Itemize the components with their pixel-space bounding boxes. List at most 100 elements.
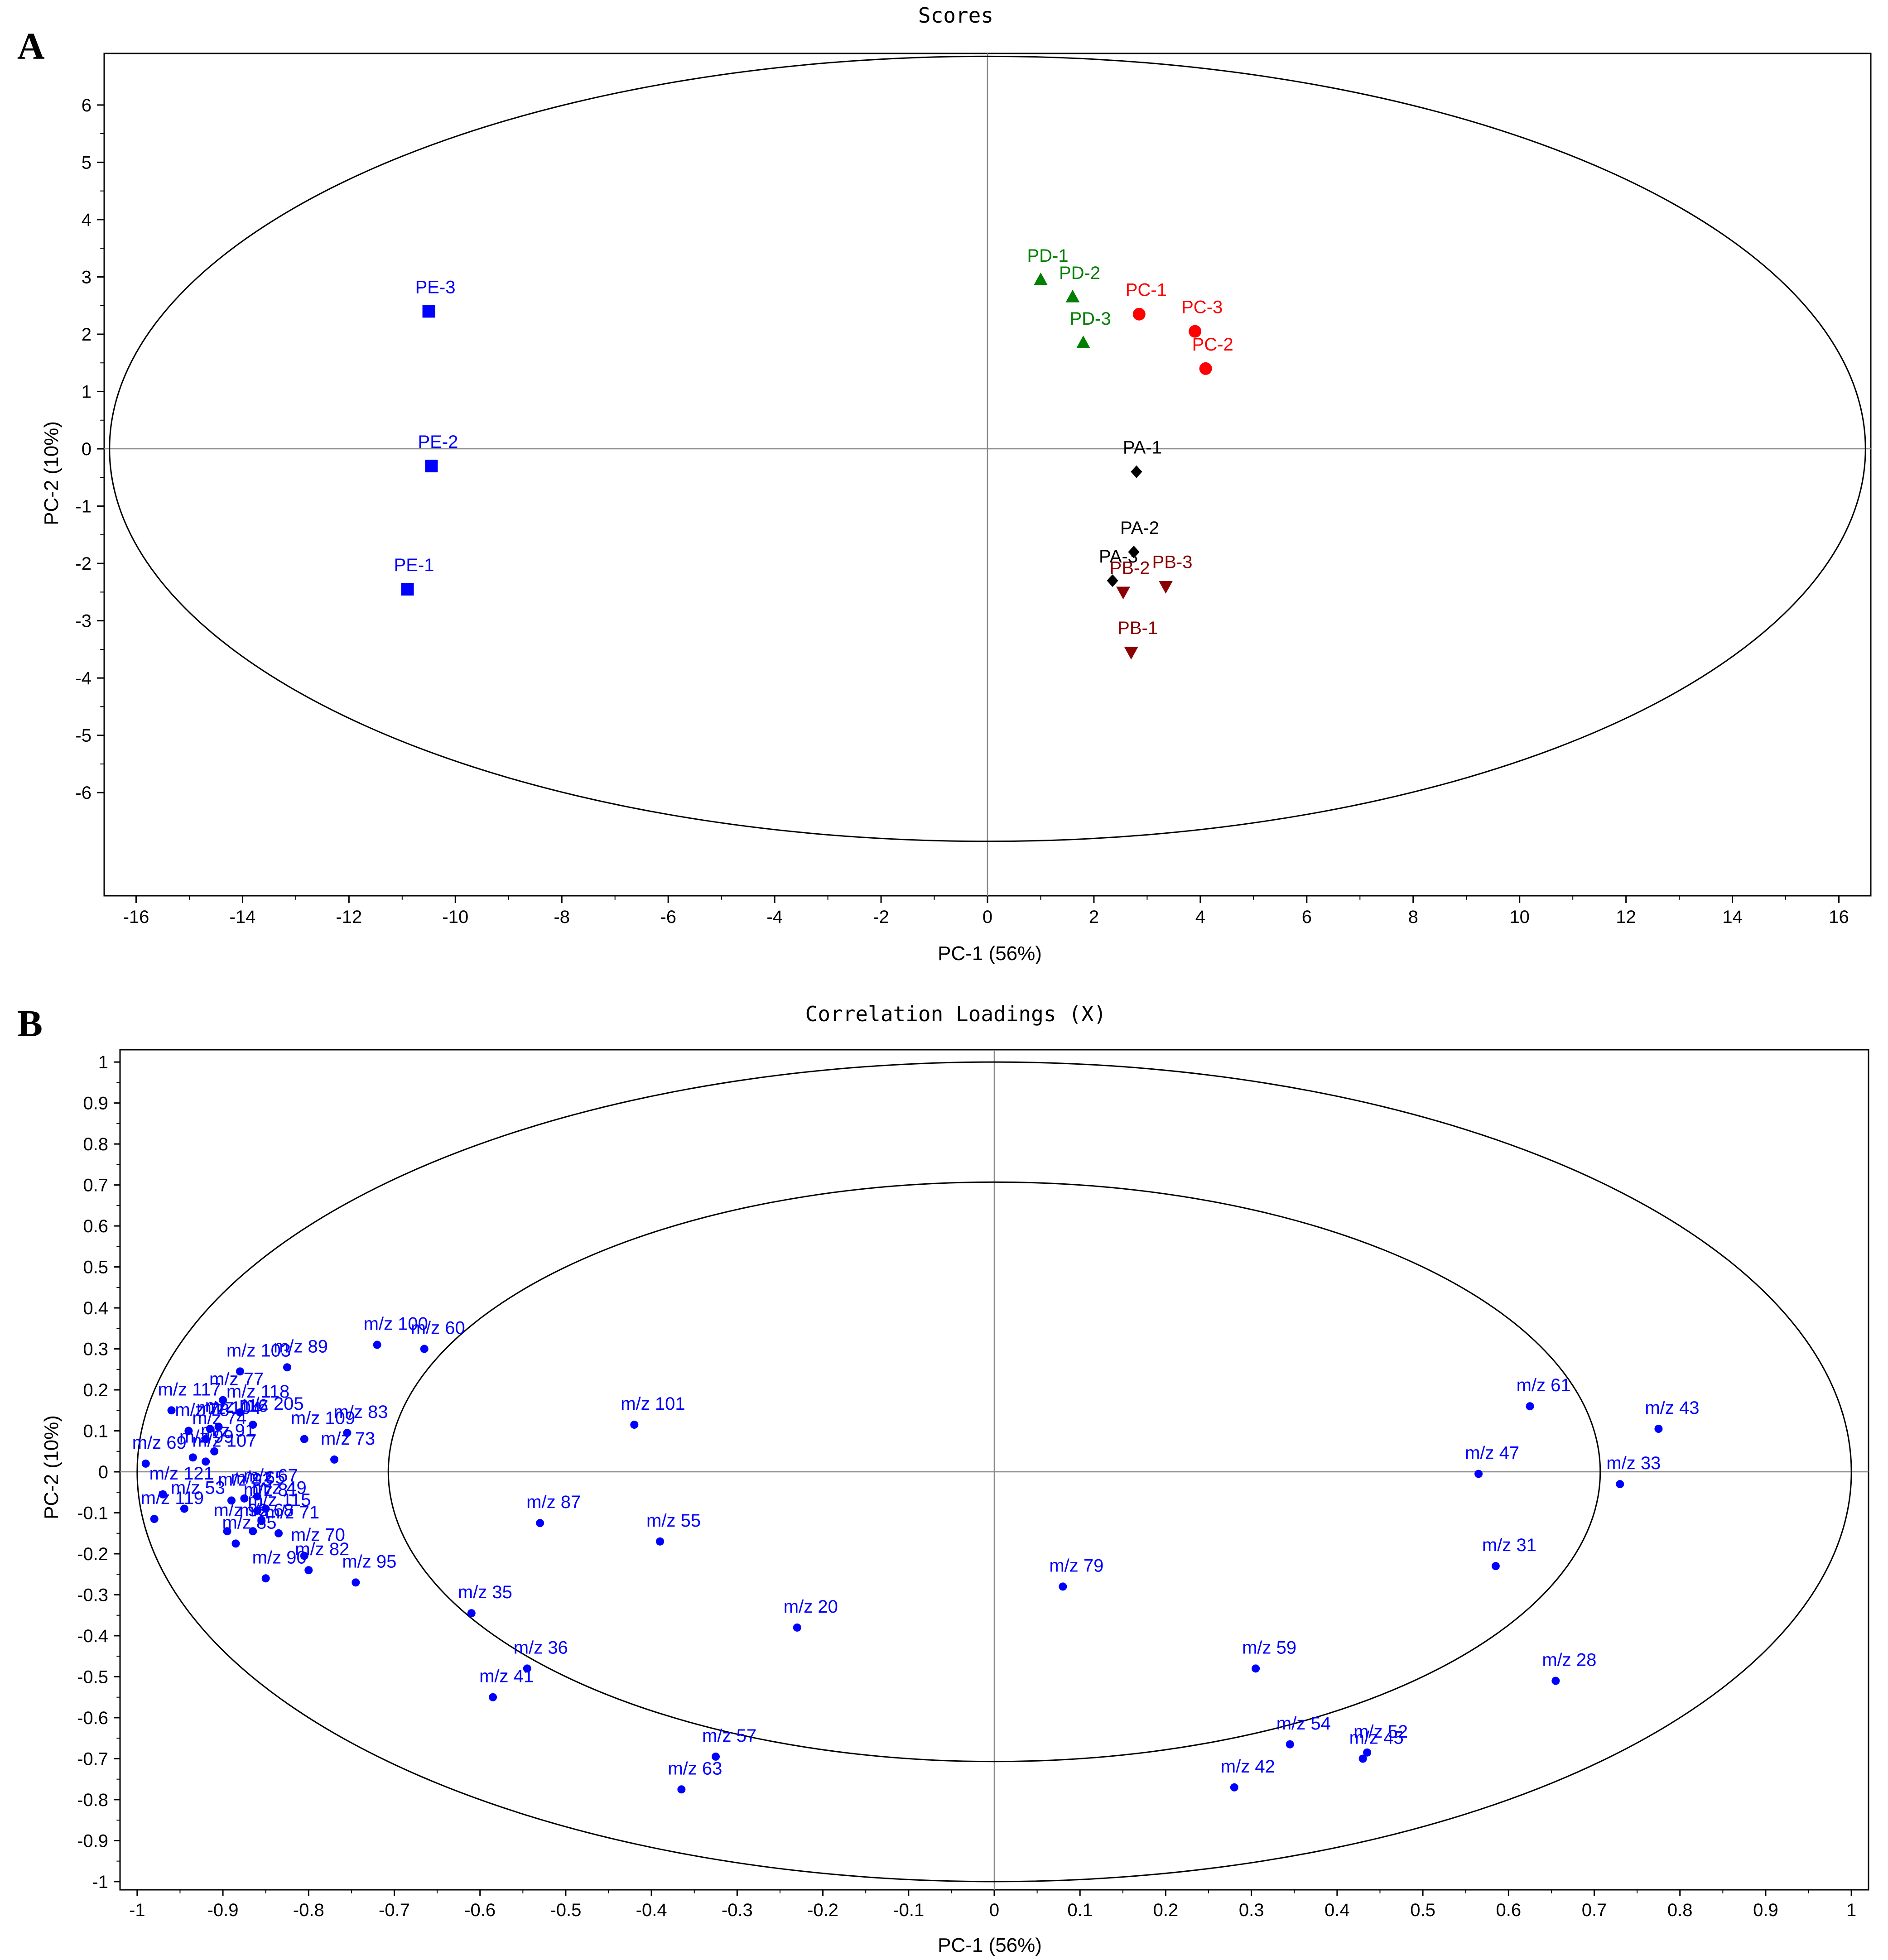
loadings-point-m-z-49-label: m/z 49 <box>252 1478 307 1498</box>
loadings-point-m-z-104-label: m/z 104 <box>197 1398 261 1418</box>
loadings-x-tick-label: -1 <box>129 1900 145 1920</box>
loadings-point-m-z-61 <box>1526 1402 1534 1411</box>
loadings-point-m-z-20 <box>793 1623 801 1632</box>
loadings-point-m-z-71 <box>275 1529 283 1537</box>
scores-x-tick-label: 10 <box>1509 907 1530 927</box>
loadings-point-m-z-42-label: m/z 42 <box>1221 1757 1275 1777</box>
loadings-y-tick-label: 0.6 <box>83 1216 108 1236</box>
loadings-point-m-z-81 <box>253 1506 261 1515</box>
scores-x-tick-label: -6 <box>660 907 676 927</box>
scores-x-tick-label: -14 <box>230 907 256 927</box>
loadings-point-m-z-49 <box>261 1504 270 1513</box>
loadings-point-m-z-79 <box>1059 1582 1067 1591</box>
scores-point-pd-3-label: PD-3 <box>1069 309 1111 329</box>
scores-point-pa-1-label: PA-1 <box>1123 438 1162 458</box>
loadings-y-tick-label: -0.1 <box>77 1504 108 1523</box>
loadings-point-m-z-95-label: m/z 95 <box>342 1552 396 1571</box>
loadings-point-m-z-28 <box>1551 1677 1560 1685</box>
loadings-point-m-z-41 <box>489 1693 497 1701</box>
loadings-point-m-z-77-label: m/z 77 <box>209 1369 264 1389</box>
loadings-point-m-z-67-label: m/z 67 <box>244 1465 298 1485</box>
scores-x-axis-label: PC-1 (56%) <box>938 942 1042 965</box>
loadings-point-m-z-87 <box>536 1519 544 1528</box>
scores-point-pb-2-label: PB-2 <box>1110 558 1150 578</box>
loadings-point-m-z-47 <box>1474 1470 1483 1478</box>
loadings-point-m-z-78 <box>184 1427 193 1435</box>
loadings-point-m-z-83-label: m/z 83 <box>333 1402 388 1422</box>
scores-x-tick-label: 0 <box>983 907 992 927</box>
loadings-point-m-z-119 <box>150 1515 159 1523</box>
loadings-point-m-z-121-label: m/z 121 <box>149 1464 214 1484</box>
loadings-point-m-z-89 <box>283 1363 291 1372</box>
scores-point-pa-2 <box>1128 545 1140 558</box>
panel-letter-b: B <box>17 1003 43 1045</box>
loadings-point-m-z-103 <box>236 1367 244 1376</box>
loadings-point-m-z-52-label: m/z 52 <box>1353 1722 1408 1742</box>
loadings-x-tick-label: 0.8 <box>1667 1900 1693 1920</box>
scores-x-tick-label: -12 <box>336 907 362 927</box>
loadings-point-m-z-90-label: m/z 90 <box>252 1547 307 1567</box>
loadings-point-m-z-95 <box>352 1578 360 1587</box>
scores-y-tick-label: 6 <box>82 96 92 115</box>
loadings-x-tick-label: 0.4 <box>1324 1900 1350 1920</box>
loadings-point-m-z-70-label: m/z 70 <box>291 1525 345 1545</box>
scores-y-tick-label: 5 <box>82 153 92 173</box>
scores-x-tick-label: -16 <box>123 907 149 927</box>
scores-point-pb-2 <box>1116 586 1130 600</box>
scores-point-pc-1 <box>1132 307 1146 321</box>
scores-point-pe-3-label: PE-3 <box>415 277 456 297</box>
loadings-x-tick-label: -0.9 <box>207 1900 239 1920</box>
loadings-x-tick-label: 0.9 <box>1753 1900 1778 1920</box>
scores-x-tick-label: 8 <box>1408 907 1418 927</box>
scores-point-pc-2-label: PC-2 <box>1192 335 1233 355</box>
loadings-point-m-z-83 <box>343 1429 352 1437</box>
loadings-point-m-z-116 <box>214 1422 223 1431</box>
loadings-y-tick-label: -1 <box>92 1872 108 1892</box>
loadings-point-m-z-117 <box>167 1406 176 1415</box>
loadings-y-tick-label: -0.8 <box>77 1790 108 1810</box>
loadings-point-m-z-118 <box>236 1408 244 1417</box>
loadings-point-m-z-85 <box>231 1539 240 1548</box>
loadings-point-m-z-79-label: m/z 79 <box>1049 1556 1103 1576</box>
loadings-point-m-z-57-label: m/z 57 <box>702 1726 756 1746</box>
loadings-y-axis-label: PC-2 (10%) <box>40 1415 63 1519</box>
scores-point-pd-1 <box>1034 272 1048 285</box>
loadings-point-m-z-117-label: m/z 117 <box>158 1379 221 1399</box>
loadings-point-m-z-115-label: m/z 115 <box>248 1490 311 1510</box>
loadings-point-m-z-205-label: m/z 205 <box>239 1394 303 1414</box>
loadings-point-m-z-98 <box>223 1527 231 1536</box>
loadings-x-tick-label: 0.2 <box>1153 1900 1179 1920</box>
loadings-point-m-z-101-label: m/z 101 <box>621 1394 685 1414</box>
scores-point-pe-3 <box>422 305 435 318</box>
loadings-y-tick-label: -0.9 <box>77 1831 108 1851</box>
scores-x-tick-label: 12 <box>1616 907 1636 927</box>
loadings-point-m-z-36 <box>523 1664 531 1673</box>
scores-point-pe-2 <box>425 460 438 473</box>
loadings-plot-area: -1 -0.9 -0.8 -0.7 -0.6 -0.5 -0.4 -0.3 -0.2 -0.1 0 0… <box>77 1050 1869 1920</box>
loadings-point-m-z-53-label: m/z 53 <box>171 1478 225 1498</box>
loadings-y-tick-label: -0.5 <box>77 1667 108 1687</box>
scores-y-tick-label: 1 <box>82 382 92 402</box>
loadings-x-tick-label: -0.7 <box>379 1900 410 1920</box>
scores-point-pd-2-label: PD-2 <box>1059 263 1100 283</box>
loadings-x-axis-label: PC-1 (56%) <box>938 1934 1042 1956</box>
loadings-point-m-z-107-label: m/z 107 <box>192 1431 256 1451</box>
loadings-point-m-z-47-label: m/z 47 <box>1465 1443 1519 1463</box>
loadings-point-m-z-82 <box>304 1566 313 1575</box>
loadings-x-tick-label: 0.1 <box>1067 1900 1093 1920</box>
scores-point-pa-3 <box>1107 574 1118 587</box>
loadings-point-m-z-31-label: m/z 31 <box>1482 1535 1536 1555</box>
loadings-y-tick-label: 0.7 <box>83 1176 108 1196</box>
loadings-point-m-z-71-label: m/z 71 <box>265 1503 319 1523</box>
loadings-point-m-z-121 <box>159 1490 167 1499</box>
loadings-point-m-z-90 <box>261 1574 270 1583</box>
scores-point-pb-1 <box>1124 647 1138 660</box>
scores-x-tick-label: -10 <box>442 907 468 927</box>
scores-x-tick-label: -4 <box>766 907 783 927</box>
scores-point-pe-2-label: PE-2 <box>418 432 458 452</box>
scores-x-tick-label: 2 <box>1089 907 1099 927</box>
loadings-point-m-z-115 <box>257 1517 266 1525</box>
scores-point-pa-3-label: PA-3 <box>1099 547 1138 567</box>
loadings-point-m-z-74-label: m/z 74 <box>192 1408 246 1428</box>
